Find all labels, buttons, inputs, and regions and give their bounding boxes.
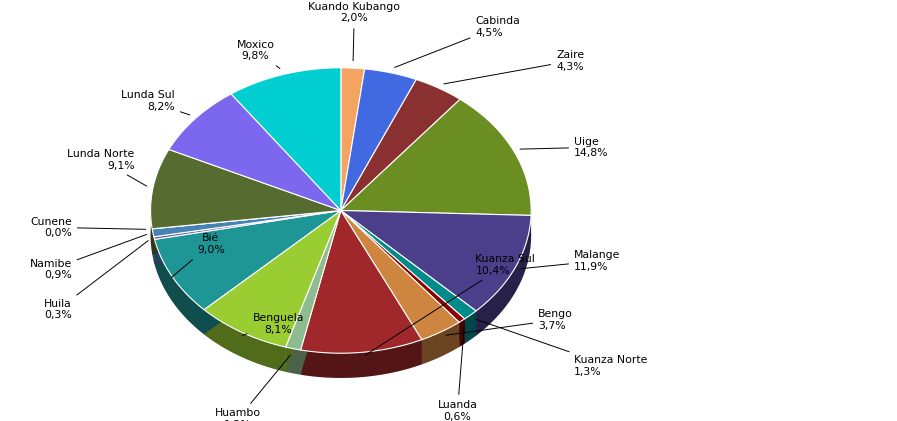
Polygon shape bbox=[341, 210, 476, 319]
Polygon shape bbox=[285, 210, 341, 350]
Polygon shape bbox=[153, 210, 341, 261]
Text: Namibe
0,9%: Namibe 0,9% bbox=[30, 234, 146, 280]
Polygon shape bbox=[154, 240, 204, 334]
Polygon shape bbox=[204, 310, 285, 372]
Polygon shape bbox=[204, 210, 341, 347]
Polygon shape bbox=[341, 210, 531, 311]
Polygon shape bbox=[476, 216, 531, 336]
Text: Moxico
9,8%: Moxico 9,8% bbox=[237, 40, 280, 69]
Text: Huambo
1,3%: Huambo 1,3% bbox=[214, 355, 291, 421]
Polygon shape bbox=[341, 210, 459, 347]
Polygon shape bbox=[300, 340, 422, 378]
Text: Cunene
0,0%: Cunene 0,0% bbox=[30, 216, 145, 238]
Text: Uige
14,8%: Uige 14,8% bbox=[520, 136, 608, 158]
Polygon shape bbox=[341, 99, 531, 216]
Polygon shape bbox=[152, 210, 341, 253]
Polygon shape bbox=[153, 210, 341, 240]
Text: Huila
0,3%: Huila 0,3% bbox=[44, 241, 148, 320]
Polygon shape bbox=[152, 229, 153, 261]
Polygon shape bbox=[341, 210, 422, 365]
Polygon shape bbox=[341, 210, 476, 336]
Polygon shape bbox=[300, 210, 341, 375]
Polygon shape bbox=[341, 210, 459, 347]
Polygon shape bbox=[169, 94, 341, 210]
Text: Kuanza Sul
10,4%: Kuanza Sul 10,4% bbox=[365, 254, 536, 355]
Polygon shape bbox=[300, 210, 341, 375]
Polygon shape bbox=[204, 210, 341, 334]
Polygon shape bbox=[151, 149, 341, 229]
Polygon shape bbox=[154, 210, 341, 264]
Text: Bengo
3,7%: Bengo 3,7% bbox=[446, 309, 573, 335]
Polygon shape bbox=[204, 210, 341, 334]
Polygon shape bbox=[151, 200, 152, 253]
Polygon shape bbox=[341, 210, 465, 344]
Polygon shape bbox=[459, 319, 465, 347]
Text: Kuanza Norte
1,3%: Kuanza Norte 1,3% bbox=[475, 319, 648, 377]
Polygon shape bbox=[300, 210, 422, 353]
Polygon shape bbox=[341, 210, 531, 240]
Polygon shape bbox=[152, 210, 341, 229]
Polygon shape bbox=[152, 210, 341, 253]
Polygon shape bbox=[341, 210, 459, 340]
Polygon shape bbox=[285, 210, 341, 372]
Polygon shape bbox=[152, 210, 341, 237]
Polygon shape bbox=[341, 80, 460, 210]
Polygon shape bbox=[341, 69, 416, 210]
Polygon shape bbox=[153, 210, 341, 261]
Text: Bié
9,0%: Bié 9,0% bbox=[171, 233, 224, 277]
Text: Kuando Kubango
2,0%: Kuando Kubango 2,0% bbox=[309, 2, 400, 61]
Polygon shape bbox=[341, 210, 531, 240]
Polygon shape bbox=[151, 210, 531, 378]
Text: Lunda Sul
8,2%: Lunda Sul 8,2% bbox=[121, 90, 189, 115]
Polygon shape bbox=[152, 210, 341, 253]
Text: Benguela
8,1%: Benguela 8,1% bbox=[242, 313, 304, 335]
Polygon shape bbox=[285, 210, 341, 372]
Text: Zaire
4,3%: Zaire 4,3% bbox=[444, 50, 584, 84]
Polygon shape bbox=[285, 347, 300, 375]
Text: Malange
11,9%: Malange 11,9% bbox=[522, 250, 621, 272]
Text: Lunda Norte
9,1%: Lunda Norte 9,1% bbox=[67, 149, 147, 186]
Polygon shape bbox=[465, 311, 476, 344]
Polygon shape bbox=[341, 210, 465, 344]
Polygon shape bbox=[422, 322, 459, 365]
Polygon shape bbox=[341, 68, 365, 210]
Text: Luanda
0,6%: Luanda 0,6% bbox=[438, 327, 477, 421]
Polygon shape bbox=[341, 210, 422, 365]
Polygon shape bbox=[231, 68, 341, 210]
Text: Cabinda
4,5%: Cabinda 4,5% bbox=[395, 16, 520, 67]
Polygon shape bbox=[154, 210, 341, 264]
Polygon shape bbox=[154, 210, 341, 310]
Polygon shape bbox=[341, 210, 476, 336]
Polygon shape bbox=[152, 210, 341, 253]
Polygon shape bbox=[341, 210, 465, 322]
